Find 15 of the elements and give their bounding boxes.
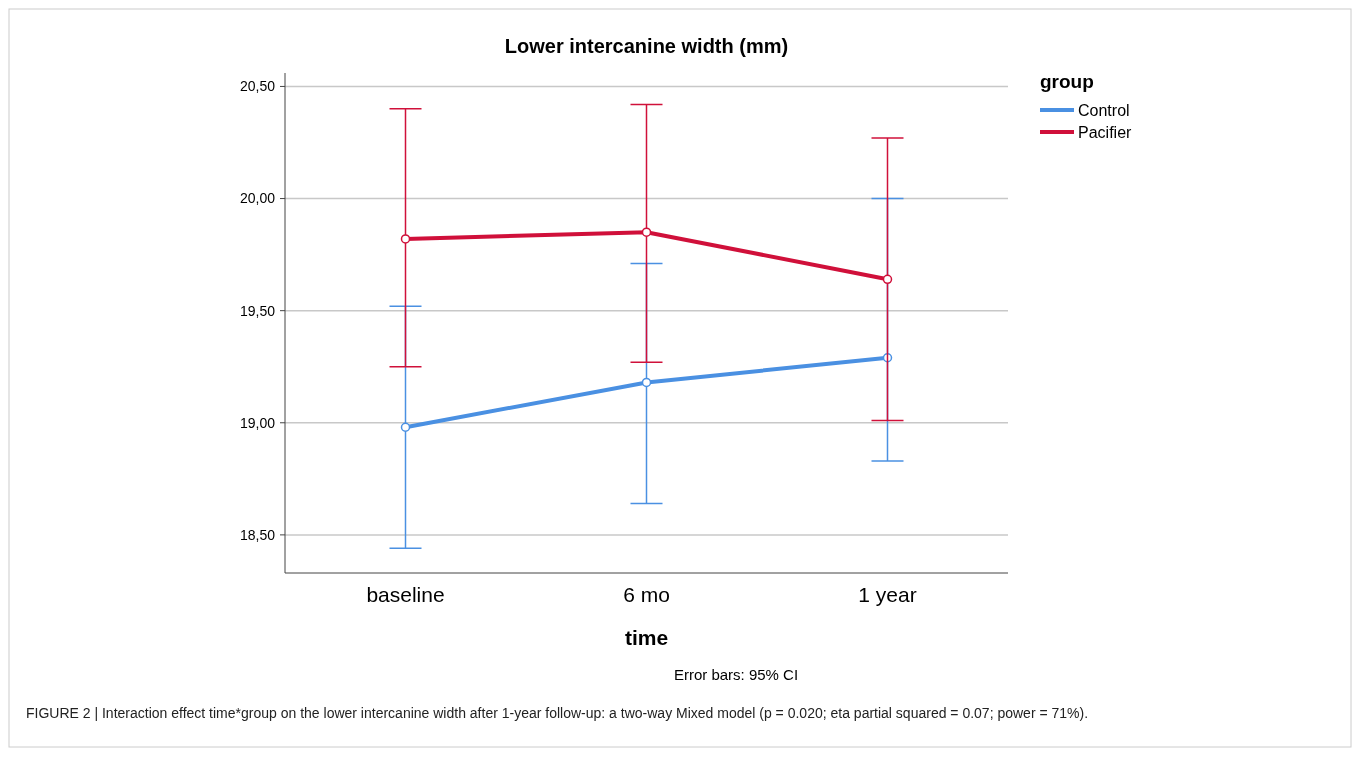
chart-title: Lower intercanine width (mm) <box>504 35 789 57</box>
legend-title: group <box>1040 71 1094 92</box>
x-tick-label: 1 year <box>858 583 917 606</box>
y-tick-label: 19,00 <box>239 414 276 431</box>
caption: FIGURE 2 | Interaction effect time*group on the lower intercanine width after 1-year follow-up: a two-way Mixed model (p = 0.020; eta partial squared = 0.07; power = 71%). <box>26 704 1090 723</box>
y-tick-label: 18,50 <box>239 526 276 543</box>
x-axis-title: time <box>624 626 669 649</box>
y-tick-label: 20,50 <box>239 78 276 95</box>
y-tick-label: 19,50 <box>239 302 276 319</box>
legend-label: Control <box>1078 101 1130 119</box>
legend-label: Pacifier <box>1078 123 1133 141</box>
y-tick-label: 20,00 <box>239 190 276 207</box>
text: Error bars: 95% CI <box>673 666 799 683</box>
x-tick-label: 6 mo <box>623 583 670 606</box>
x-tick-label: baseline <box>366 583 445 606</box>
